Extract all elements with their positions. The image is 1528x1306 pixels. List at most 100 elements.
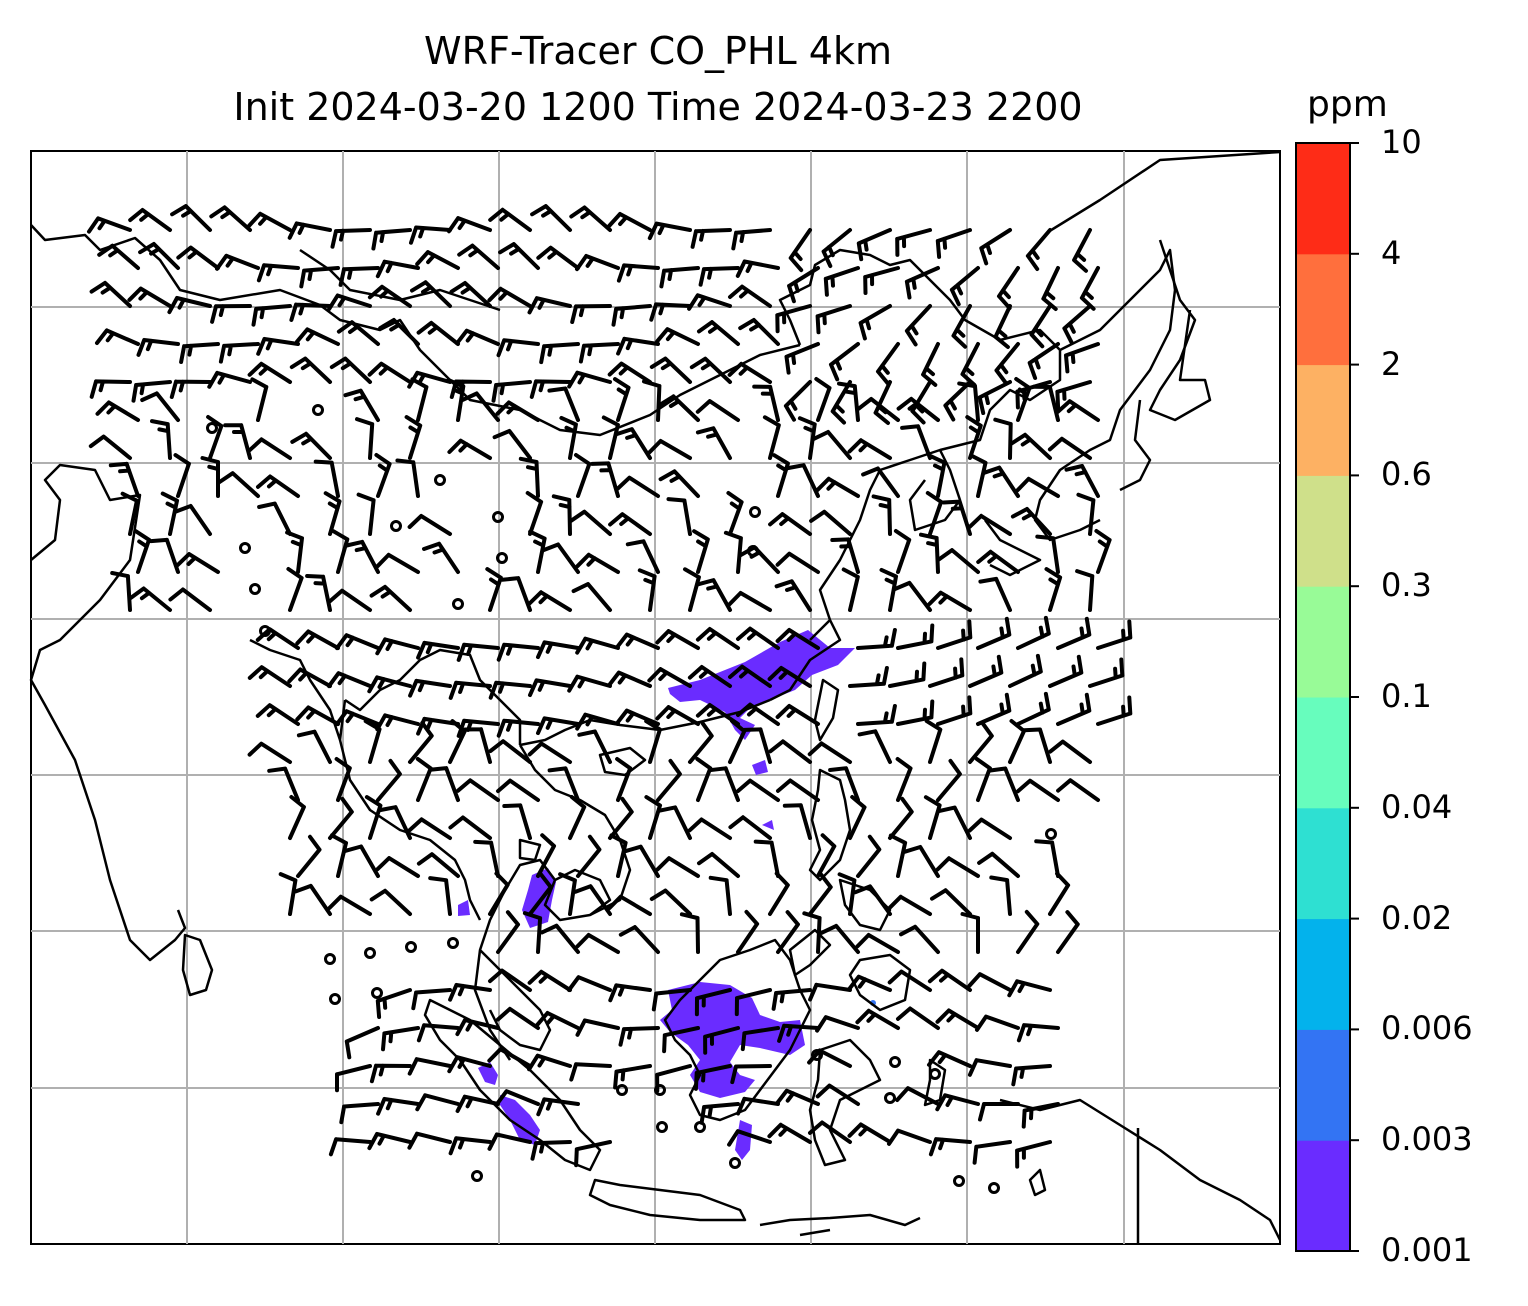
wind-barb (250, 377, 269, 422)
wind-barb (1044, 567, 1063, 612)
wind-barb (1027, 342, 1060, 380)
coastline-indochina (473, 744, 632, 1061)
wind-barb (618, 1026, 660, 1047)
coastline-east-china (769, 619, 842, 702)
calm-marker (390, 520, 402, 532)
wind-barb (488, 207, 532, 232)
wind-barb (448, 719, 467, 764)
coastline-taiwan (813, 678, 840, 742)
wind-barb (1025, 228, 1052, 271)
wind-barb (857, 729, 892, 764)
wind-barb (95, 400, 140, 422)
wind-barb (336, 320, 380, 346)
wind-barb (904, 266, 940, 300)
wind-barb (88, 434, 132, 460)
wind-barb (410, 280, 452, 308)
wind-barb (255, 703, 300, 726)
colorbar-segment (1296, 143, 1350, 255)
coastline-java (588, 1178, 747, 1222)
wind-barb (762, 415, 781, 460)
wind-barb (863, 266, 900, 295)
wind-barb (728, 815, 772, 840)
wind-barb (935, 856, 980, 878)
wind-barb (571, 582, 612, 612)
wind-barb (613, 1064, 652, 1090)
wind-barb (1062, 304, 1092, 345)
map-title-line1: WRF-Tracer CO_PHL 4km (424, 29, 892, 73)
wind-barb (287, 221, 332, 240)
wind-barb (267, 766, 300, 802)
wind-barb (979, 228, 1012, 266)
wind-barb (949, 266, 980, 307)
wind-barb (536, 640, 580, 660)
wind-barb (976, 616, 1012, 650)
wind-barb (837, 872, 857, 916)
wind-barb (257, 501, 292, 536)
wind-barb (495, 1006, 540, 1030)
coastline-japan (1148, 239, 1212, 422)
wind-barb (736, 909, 760, 954)
wind-barb (658, 469, 700, 498)
wind-barb (558, 872, 577, 916)
wind-barb (108, 461, 140, 498)
wind-barb (608, 983, 652, 1003)
wind-barb (649, 888, 692, 916)
wind-barb (937, 548, 980, 574)
wind-barb (887, 969, 932, 992)
wind-barb (343, 388, 380, 422)
wind-barb (616, 336, 660, 356)
wind-barb (775, 704, 820, 726)
wind-barb (1021, 1102, 1060, 1129)
wind-barb (1056, 692, 1092, 726)
wind-barb (607, 361, 652, 384)
wind-barb (783, 380, 812, 422)
wind-barb (856, 397, 900, 422)
calm-marker (729, 1157, 741, 1169)
calm-marker (988, 1182, 1000, 1194)
wind-barb (644, 719, 662, 764)
wind-barb (847, 1122, 892, 1144)
wind-barb (1041, 266, 1060, 311)
wind-barb (828, 766, 860, 802)
wind-barb (951, 304, 972, 349)
wind-barb (313, 459, 340, 498)
wind-barb (223, 423, 252, 460)
wind-barb (727, 1129, 772, 1147)
wind-barb (456, 642, 500, 662)
wind-barb (536, 716, 580, 736)
wind-barb (167, 296, 212, 315)
wind-barb (738, 545, 780, 574)
calm-marker (654, 1084, 666, 1096)
wind-barb (567, 674, 612, 693)
wind-barb (887, 1128, 932, 1146)
wind-barb (740, 1026, 780, 1052)
wind-barb (207, 370, 252, 389)
wind-barb (568, 795, 587, 840)
wind-barb (457, 243, 500, 270)
wind-barb (133, 529, 151, 574)
wind-barb (807, 1048, 852, 1068)
wind-barb (978, 576, 1012, 612)
wind-barb (930, 888, 972, 916)
wind-barb (577, 729, 612, 764)
colorbar-segment (1296, 253, 1350, 366)
wind-barb (687, 293, 732, 311)
wind-barb (814, 377, 832, 422)
colorbar-tick-label: 0.006 (1381, 1009, 1473, 1048)
wind-barb (967, 1058, 1012, 1077)
wind-barb (649, 356, 692, 384)
wind-barb (753, 839, 780, 878)
wind-barb (972, 1140, 1012, 1165)
wind-barb (327, 894, 372, 916)
wind-barb (528, 529, 547, 574)
calm-marker (364, 947, 376, 959)
wind-barb (356, 492, 376, 536)
wind-barb (649, 302, 692, 322)
wind-barb (730, 1064, 772, 1085)
wind-barb (960, 912, 980, 954)
wind-barb (110, 571, 132, 612)
wind-barb (1072, 228, 1092, 273)
wind-barb (830, 380, 852, 425)
calm-marker (312, 404, 324, 416)
wind-barb (896, 623, 935, 650)
